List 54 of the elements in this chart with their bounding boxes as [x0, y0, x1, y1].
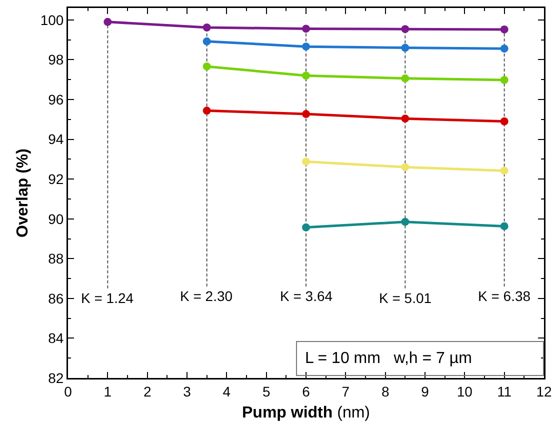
point [202, 37, 211, 46]
x-axis-title: Pump width (nm) [242, 404, 370, 422]
x-tick-label: 1 [104, 383, 112, 400]
x-tick-label: 3 [183, 383, 192, 400]
y-tick-label: 96 [48, 91, 64, 108]
x-tick-label: 6 [302, 383, 310, 400]
point [500, 117, 508, 126]
point [202, 23, 211, 32]
x-tick-label: 9 [421, 383, 430, 400]
x-tick-label: 12 [536, 383, 552, 400]
y-tick-label: 92 [48, 170, 64, 187]
y-tick-label: 82 [48, 370, 64, 386]
point [401, 114, 410, 123]
y-axis-title: Overlap (%) [14, 148, 32, 238]
x-tick-label: 4 [222, 383, 231, 400]
point [401, 25, 410, 34]
point [302, 158, 310, 166]
y-tick-label: 90 [48, 210, 64, 227]
point [302, 72, 310, 80]
annotation: K = 5.01 [379, 290, 432, 306]
point [500, 25, 508, 34]
annotation: K = 6.38 [478, 288, 531, 304]
y-tick-label: 100 [40, 12, 64, 28]
x-tick-label: 10 [456, 383, 473, 400]
y-tick-label: 86 [48, 290, 64, 306]
point [302, 110, 310, 118]
point [500, 76, 508, 84]
x-tick-label: 0 [64, 383, 72, 400]
point [302, 24, 310, 33]
point [401, 74, 410, 82]
x-tick-label: 8 [381, 383, 390, 400]
point [500, 222, 508, 230]
point [302, 42, 310, 51]
point [401, 163, 410, 172]
point [302, 223, 310, 232]
x-tick-label: 11 [497, 383, 512, 400]
point [401, 218, 410, 226]
annotation: K = 3.64 [280, 288, 333, 304]
point [104, 18, 112, 26]
x-tick-label: 5 [262, 383, 270, 400]
annotation: K = 1.24 [81, 290, 134, 306]
y-tick-label: 88 [48, 250, 64, 267]
point [401, 44, 410, 52]
y-tick-label: 98 [48, 52, 64, 68]
point [500, 166, 508, 175]
point [500, 44, 508, 53]
x-tick-label: 2 [143, 383, 152, 400]
annotation: L = 10 mm w,h = 7 µm [305, 350, 472, 367]
y-tick-label: 84 [48, 330, 64, 346]
point [202, 62, 211, 70]
x-tick-label: 7 [342, 383, 350, 400]
annotation: K = 2.30 [180, 288, 233, 304]
y-tick-label: 94 [48, 131, 64, 148]
point [202, 106, 211, 115]
